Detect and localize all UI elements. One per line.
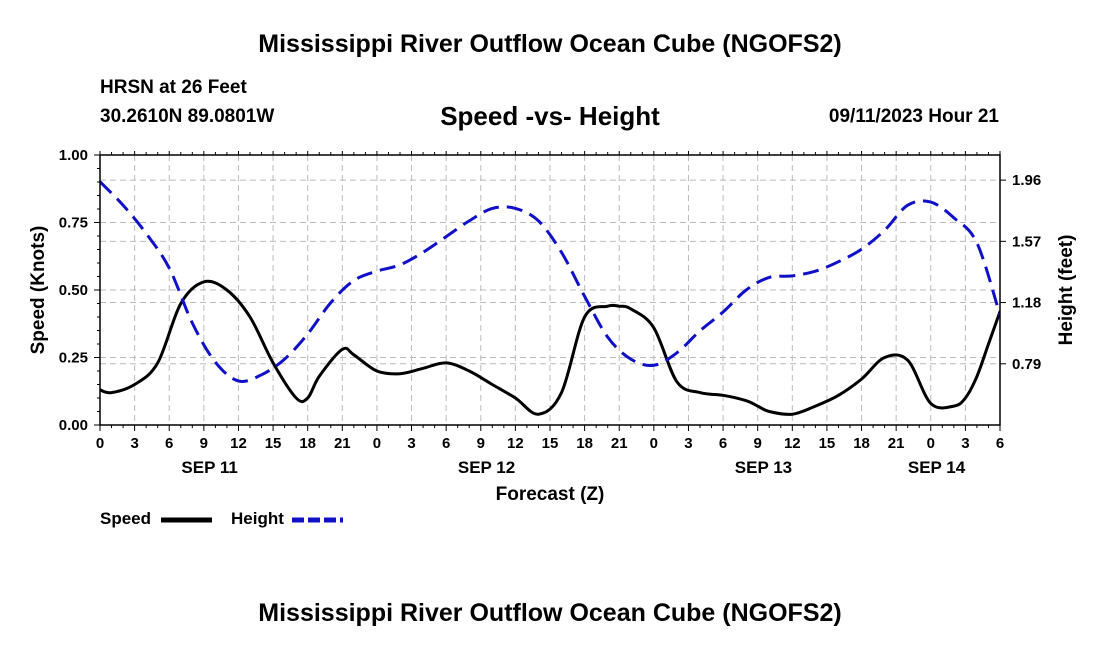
plot-series <box>100 180 1000 416</box>
x-date-label: SEP 11 <box>181 458 237 477</box>
y-right-axis-title: Height (feet) <box>1056 235 1077 346</box>
x-date-label: SEP 14 <box>908 458 966 477</box>
y-left-axis-title: Speed (Knots) <box>28 226 49 355</box>
x-tick-label: 3 <box>961 435 969 452</box>
x-tick-label: 0 <box>927 435 935 452</box>
footer-title: Mississippi River Outflow Ocean Cube (NG… <box>258 599 842 627</box>
x-tick-label: 6 <box>996 435 1004 452</box>
x-tick-label: 6 <box>442 435 450 452</box>
x-date-label: SEP 12 <box>458 458 515 477</box>
x-tick-label: 0 <box>96 435 104 452</box>
y-left-tick-label: 1.00 <box>59 147 88 164</box>
x-tick-label: 12 <box>230 435 247 452</box>
legend-height-label: Height <box>231 509 284 528</box>
x-tick-label: 9 <box>200 435 208 452</box>
height-line <box>100 180 1000 383</box>
grid <box>100 155 1000 425</box>
x-tick-label: 3 <box>130 435 138 452</box>
y-right-tick-label: 1.57 <box>1012 233 1041 250</box>
x-tick-label: 12 <box>507 435 524 452</box>
x-tick-label: 0 <box>373 435 381 452</box>
y-right-tick-label: 1.18 <box>1012 295 1041 312</box>
y-right-tick-label: 0.79 <box>1012 356 1041 373</box>
x-tick-label: 9 <box>754 435 762 452</box>
x-tick-label: 18 <box>853 435 870 452</box>
y-right-tick-label: 1.96 <box>1012 172 1041 189</box>
y-left-tick-label: 0.25 <box>59 350 88 367</box>
y-left-tick-label: 0.75 <box>59 215 88 232</box>
x-tick-label: 9 <box>477 435 485 452</box>
x-date-label: SEP 13 <box>735 458 792 477</box>
chart-subtitle: Speed -vs- Height <box>440 101 660 131</box>
x-tick-label: 3 <box>684 435 692 452</box>
x-tick-label: 15 <box>819 435 836 452</box>
x-tick-label: 21 <box>888 435 905 452</box>
x-tick-label: 18 <box>576 435 593 452</box>
x-tick-label: 21 <box>611 435 628 452</box>
x-tick-label: 12 <box>784 435 801 452</box>
x-tick-label: 0 <box>650 435 658 452</box>
axes: 0 3 6 9 12 15 18 21 0 3 6 9 12 15 18 21 0 3 6 9 12 15 18 21 0 3 6S… <box>28 147 1077 505</box>
forecast-datetime: 09/11/2023 Hour 21 <box>828 106 999 127</box>
x-tick-label: 21 <box>334 435 351 452</box>
coordinates-label: 30.2610N 89.0801W <box>100 106 275 127</box>
x-tick-label: 6 <box>165 435 173 452</box>
x-tick-label: 6 <box>719 435 727 452</box>
legend-speed-label: Speed <box>100 509 152 528</box>
chart-title: Mississippi River Outflow Ocean Cube (NG… <box>258 30 842 58</box>
speed-line <box>100 279 1000 416</box>
x-tick-label: 18 <box>299 435 316 452</box>
x-tick-label: 15 <box>542 435 559 452</box>
x-axis-title: Forecast (Z) <box>496 484 605 505</box>
x-tick-label: 3 <box>407 435 415 452</box>
station-label: HRSN at 26 Feet <box>100 77 247 98</box>
y-left-tick-label: 0.00 <box>59 417 88 434</box>
x-tick-label: 15 <box>265 435 282 452</box>
y-left-tick-label: 0.50 <box>59 282 88 299</box>
